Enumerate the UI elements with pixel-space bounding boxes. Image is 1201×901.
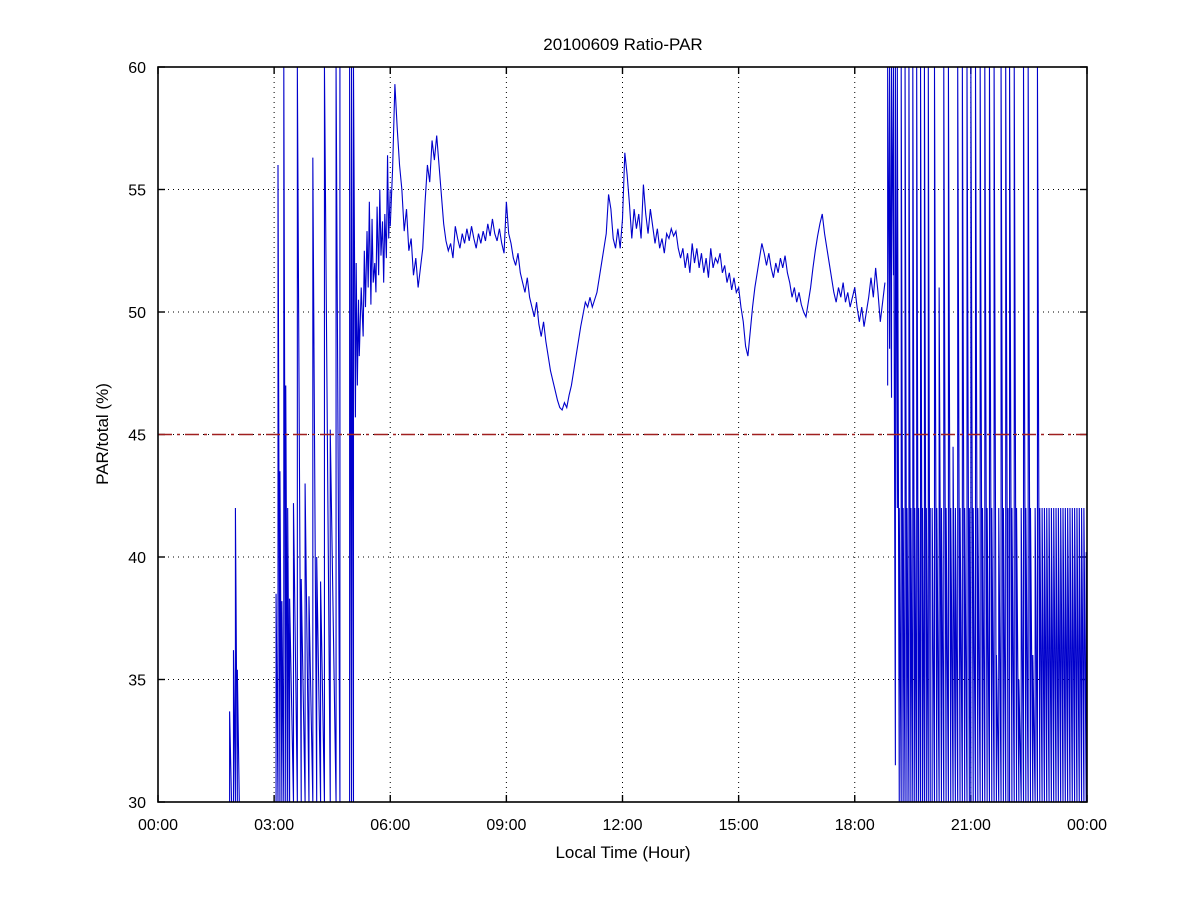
x-tick-label: 15:00 [719, 817, 759, 834]
y-tick-label: 45 [128, 428, 146, 445]
data-line-night-noise-22h [1009, 67, 1087, 802]
y-axis-label: PAR/total (%) [93, 383, 112, 485]
x-tick-labels: 00:00 03:00 06:00 09:00 12:00 15:00 18:00 21:00… [138, 817, 1107, 834]
x-tick-label: 00:00 [1067, 817, 1107, 834]
x-tick-label: 21:00 [951, 817, 991, 834]
y-tick-label: 30 [128, 795, 146, 812]
y-tick-label: 40 [128, 550, 146, 567]
x-tick-label: 12:00 [602, 817, 642, 834]
chart-title: 20100609 Ratio-PAR [543, 35, 702, 54]
data-line-daytime [389, 84, 886, 412]
x-tick-label: 03:00 [254, 817, 294, 834]
x-tick-label: 00:00 [138, 817, 178, 834]
y-tick-label: 50 [128, 305, 146, 322]
x-tick-label: 06:00 [370, 817, 410, 834]
data-line-night-noise-20h [931, 67, 1009, 802]
x-tick-label: 18:00 [835, 817, 875, 834]
plot-frame [157, 66, 1088, 803]
y-tick-label: 55 [128, 183, 146, 200]
data-line-pre-dawn-noise [229, 507, 242, 802]
y-tick-labels: 30 35 40 45 50 55 60 [128, 60, 146, 812]
x-tick-label: 09:00 [486, 817, 526, 834]
data-line-sunrise-transition [349, 67, 391, 802]
x-axis-label: Local Time (Hour) [555, 843, 690, 862]
y-tick-label: 35 [128, 673, 146, 690]
y-tick-label: 60 [128, 60, 146, 77]
